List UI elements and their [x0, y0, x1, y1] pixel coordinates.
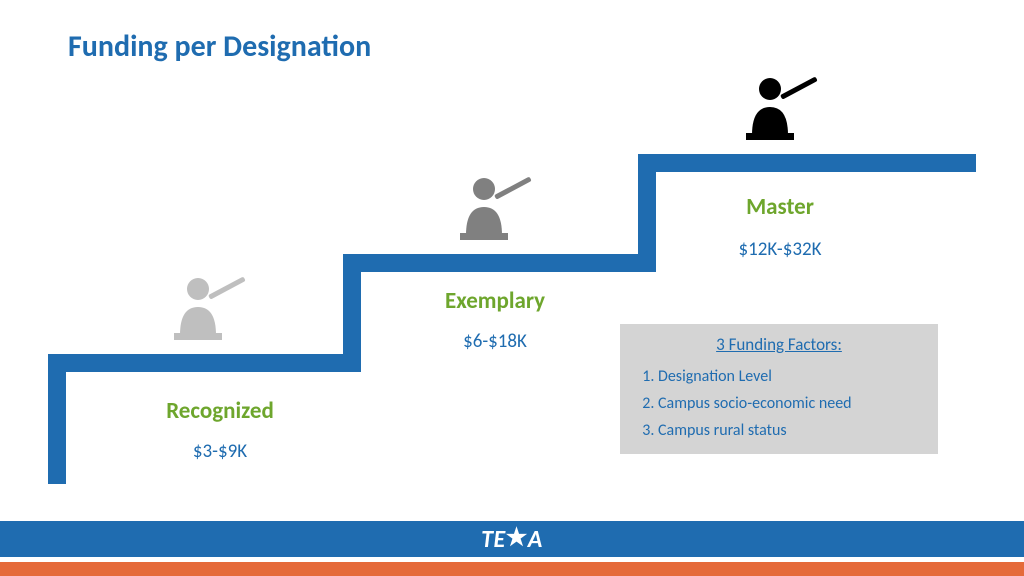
- step-name-exemplary: Exemplary: [395, 287, 595, 315]
- step-value-exemplary: $6-$18K: [415, 330, 575, 353]
- funding-factors-list: Designation Level Campus socio-economic …: [636, 363, 922, 445]
- teacher-icon: [454, 175, 536, 258]
- teacher-icon: [168, 275, 250, 358]
- tea-logo: TE★A: [0, 525, 1024, 554]
- step-value-recognized: $3-$9K: [140, 440, 300, 463]
- step-value-master: $12K-$32K: [700, 238, 860, 261]
- funding-factors-box: 3 Funding Factors: Designation Level Cam…: [620, 324, 938, 454]
- step-leg-recognized: [48, 354, 66, 484]
- page-title: Funding per Designation: [68, 28, 371, 65]
- step-name-recognized: Recognized: [120, 397, 320, 425]
- teacher-icon: [740, 75, 822, 158]
- tea-logo-text: TE★A: [481, 525, 543, 554]
- funding-factors-title: 3 Funding Factors:: [636, 334, 922, 355]
- funding-factor-item: Campus socio-economic need: [658, 390, 922, 417]
- funding-factor-item: Campus rural status: [658, 417, 922, 444]
- step-name-master: Master: [680, 193, 880, 221]
- footer-bar-orange: [0, 562, 1024, 576]
- funding-factor-item: Designation Level: [658, 363, 922, 390]
